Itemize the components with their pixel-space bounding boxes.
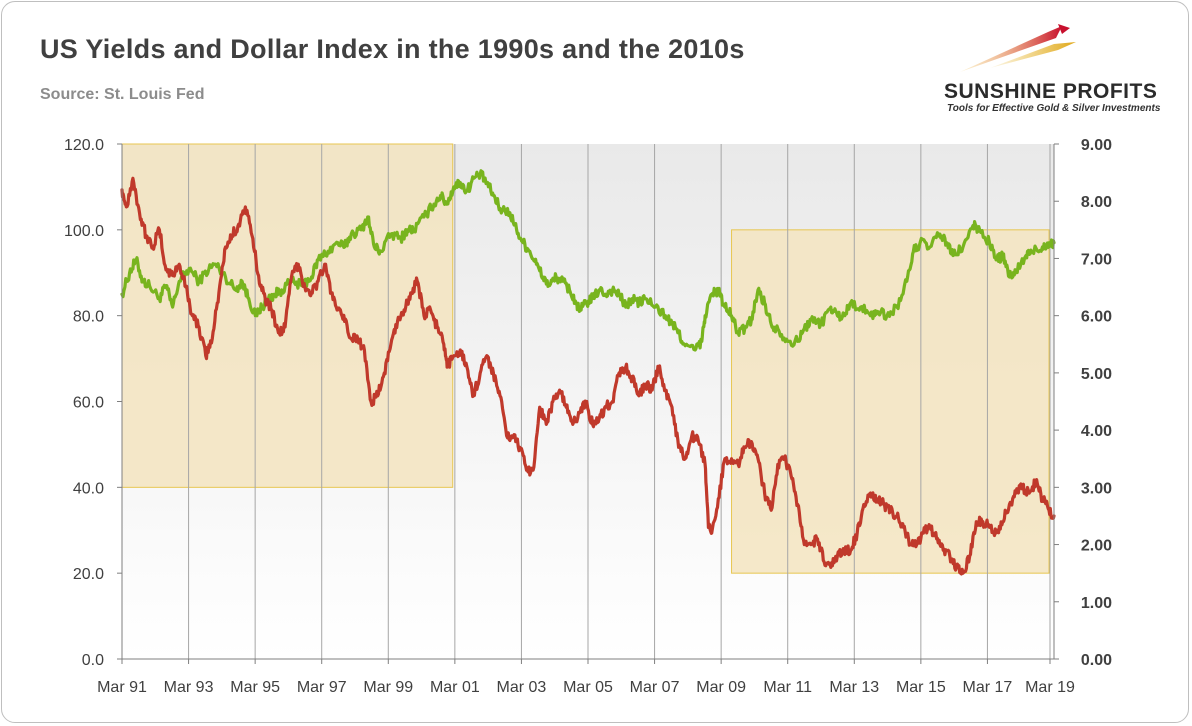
x-tick-label: Mar 91 — [97, 679, 147, 696]
y-left-tick-label: 40.0 — [73, 480, 104, 497]
y-right-tick-label: 5.00 — [1081, 366, 1112, 383]
y-left-tick-label: 120.0 — [64, 137, 104, 154]
y-right-tick-label: 0.00 — [1081, 652, 1112, 669]
y-left-tick-label: 80.0 — [73, 309, 104, 326]
y-right-tick-label: 9.00 — [1081, 137, 1112, 154]
y-right-tick-label: 8.00 — [1081, 194, 1112, 211]
series-line-right-axis — [120, 176, 1056, 576]
x-tick-label: Mar 09 — [696, 679, 746, 696]
x-tick-label: Mar 03 — [497, 679, 547, 696]
sunshine-logo-icon — [960, 24, 1076, 72]
y-left-tick-label: 60.0 — [73, 395, 104, 412]
logo-tagline: Tools for Effective Gold & Silver Invest… — [947, 103, 1161, 114]
y-right-tick-label: 4.00 — [1081, 423, 1112, 440]
x-tick-label: Mar 15 — [896, 679, 946, 696]
y-right-tick-label: 7.00 — [1081, 251, 1112, 268]
x-tick-label: Mar 19 — [1025, 679, 1075, 696]
x-tick-label: Mar 01 — [430, 679, 480, 696]
x-tick-label: Mar 97 — [297, 679, 347, 696]
x-tick-label: Mar 95 — [230, 679, 280, 696]
x-tick-label: Mar 93 — [164, 679, 214, 696]
y-right-tick-label: 6.00 — [1081, 309, 1112, 326]
chart-title: US Yields and Dollar Index in the 1990s … — [40, 34, 745, 64]
logo-name: SUNSHINE PROFITS — [944, 80, 1158, 103]
y-right-tick-label: 3.00 — [1081, 480, 1112, 497]
x-tick-label: Mar 05 — [563, 679, 613, 696]
x-tick-label: Mar 07 — [630, 679, 680, 696]
y-right-tick-label: 2.00 — [1081, 538, 1112, 555]
series-line-left-axis — [120, 169, 1056, 352]
x-tick-label: Mar 17 — [963, 679, 1013, 696]
x-tick-label: Mar 99 — [363, 679, 413, 696]
y-left-tick-label: 0.0 — [82, 652, 104, 669]
y-right-tick-label: 1.00 — [1081, 595, 1112, 612]
highlight-region-2 — [731, 229, 1050, 574]
chart-source: Source: St. Louis Fed — [40, 86, 205, 103]
y-left-tick-label: 20.0 — [73, 566, 104, 583]
x-tick-label: Mar 13 — [829, 679, 879, 696]
y-left-tick-label: 100.0 — [64, 223, 104, 240]
x-tick-label: Mar 11 — [763, 679, 812, 696]
